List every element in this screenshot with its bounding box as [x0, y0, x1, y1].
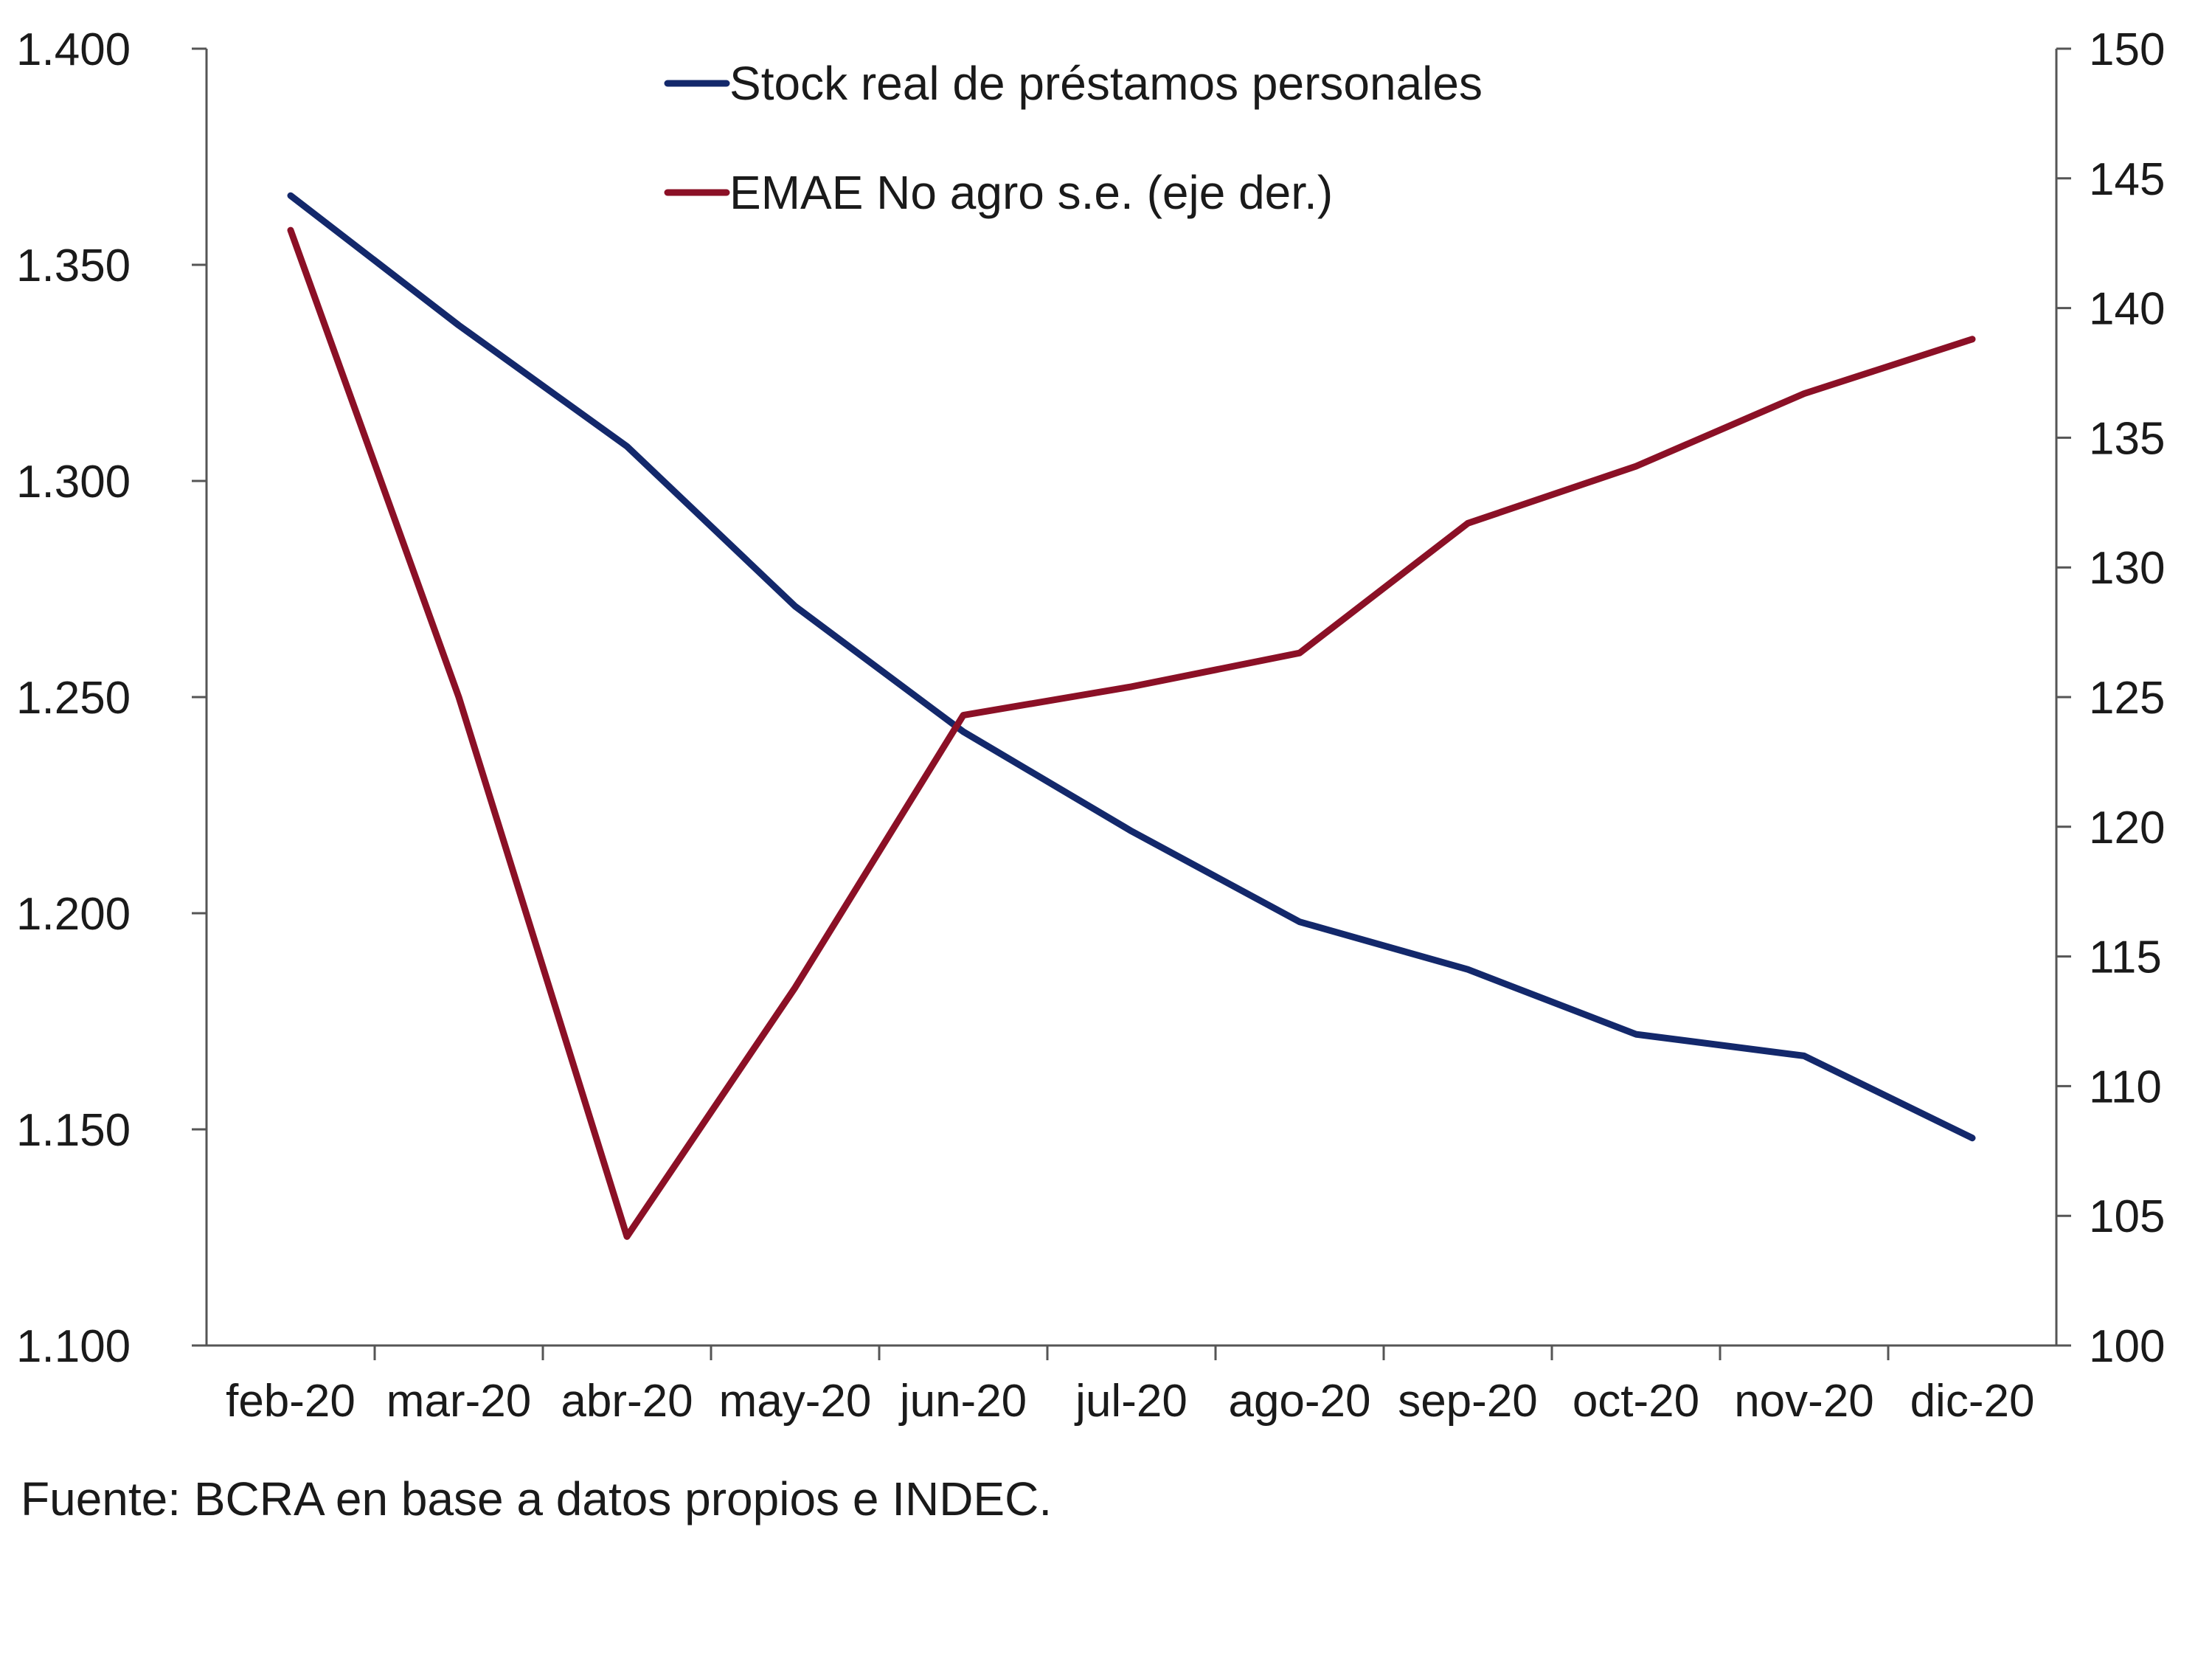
x-axis-ticks: feb-20 mar-20 abr-20 may-20 jun-20 jul-20 ago-… — [226, 1345, 2034, 1427]
right-y-tick-label: 115 — [2089, 932, 2162, 983]
left-y-tick-label: 1.300 — [16, 457, 131, 508]
x-tick-label: jul-20 — [1074, 1376, 1188, 1427]
right-y-tick-label: 105 — [2089, 1191, 2165, 1242]
right-y-tick-label: 120 — [2089, 803, 2165, 853]
right-y-tick-label: 130 — [2089, 543, 2165, 594]
x-tick-label: jun-20 — [898, 1376, 1027, 1427]
x-tick-label: mar-20 — [386, 1376, 531, 1427]
series-line-2 — [287, 226, 1976, 1240]
left-y-tick-label: 1.350 — [16, 240, 131, 291]
right-y-tick-label: 100 — [2089, 1321, 2165, 1372]
x-tick-label: abr-20 — [561, 1376, 693, 1427]
left-y-tick-label: 1.250 — [16, 673, 131, 724]
right-y-tick-label: 110 — [2089, 1061, 2162, 1112]
right-y-tick-label: 135 — [2089, 413, 2165, 464]
x-tick-label: dic-20 — [1910, 1376, 2035, 1427]
x-tick-label: sep-20 — [1398, 1376, 1538, 1427]
legend-label-2: EMAE No agro s.e. (eje der.) — [729, 166, 1333, 219]
chart-axes — [205, 49, 2058, 1347]
series-line-1 — [287, 192, 1976, 1142]
x-tick-label: oct-20 — [1573, 1376, 1699, 1427]
right-y-tick-label: 125 — [2089, 673, 2165, 724]
source-note: Fuente: BCRA en base a datos propios e I… — [21, 1472, 1053, 1525]
left-y-tick-label: 1.400 — [16, 24, 131, 75]
left-y-axis-ticks: 1.100 1.150 1.200 1.250 1.300 1.350 1.400 — [16, 24, 207, 1372]
left-y-tick-label: 1.100 — [16, 1321, 131, 1372]
left-y-tick-label: 1.150 — [16, 1105, 131, 1156]
legend-label-1: Stock real de préstamos personales — [729, 57, 1483, 110]
right-y-tick-label: 145 — [2089, 154, 2165, 205]
right-y-axis-ticks: 100 105 110 115 120 125 130 135 140 145 150 — [2056, 24, 2165, 1372]
legend: Stock real de préstamos personales EMAE N… — [664, 57, 1483, 219]
x-tick-label: ago-20 — [1228, 1376, 1370, 1427]
left-y-tick-label: 1.200 — [16, 889, 131, 940]
x-tick-label: feb-20 — [226, 1376, 356, 1427]
right-y-tick-label: 150 — [2089, 24, 2165, 75]
x-tick-label: may-20 — [719, 1376, 872, 1427]
right-y-tick-label: 140 — [2089, 284, 2165, 335]
x-tick-label: nov-20 — [1734, 1376, 1874, 1427]
series-lines — [287, 192, 1976, 1240]
